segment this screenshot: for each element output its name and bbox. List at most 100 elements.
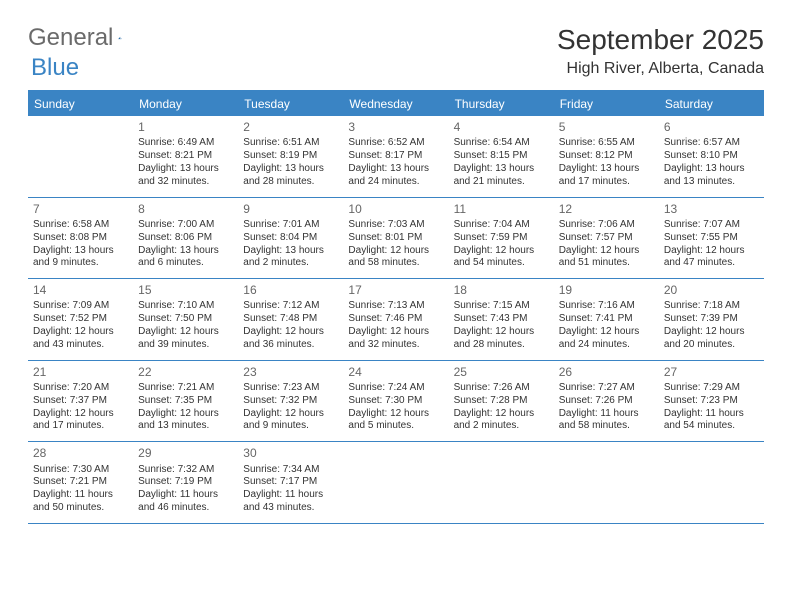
day-cell: 23Sunrise: 7:23 AMSunset: 7:32 PMDayligh… [238, 361, 343, 443]
day-number: 24 [348, 365, 443, 380]
day-number: 27 [664, 365, 759, 380]
daylight-line: Daylight: 12 hours and 9 minutes. [243, 408, 338, 434]
day-number: 12 [559, 202, 654, 217]
day-cell: 9Sunrise: 7:01 AMSunset: 8:04 PMDaylight… [238, 198, 343, 280]
sunset-line: Sunset: 8:08 PM [33, 232, 128, 245]
day-cell: 22Sunrise: 7:21 AMSunset: 7:35 PMDayligh… [133, 361, 238, 443]
sunset-line: Sunset: 7:52 PM [33, 313, 128, 326]
daylight-line: Daylight: 12 hours and 2 minutes. [454, 408, 549, 434]
daylight-line: Daylight: 13 hours and 17 minutes. [559, 163, 654, 189]
daylight-line: Daylight: 13 hours and 2 minutes. [243, 245, 338, 271]
calendar-page: General September 2025 High River, Alber… [0, 0, 792, 548]
daylight-line: Daylight: 13 hours and 9 minutes. [33, 245, 128, 271]
sunset-line: Sunset: 8:01 PM [348, 232, 443, 245]
day-cell: 11Sunrise: 7:04 AMSunset: 7:59 PMDayligh… [449, 198, 554, 280]
day-number: 28 [33, 446, 128, 461]
logo-word1: General [28, 24, 113, 52]
day-cell: 28Sunrise: 7:30 AMSunset: 7:21 PMDayligh… [28, 442, 133, 524]
day-number: 8 [138, 202, 233, 217]
sunset-line: Sunset: 8:15 PM [454, 150, 549, 163]
sunset-line: Sunset: 8:06 PM [138, 232, 233, 245]
sunset-line: Sunset: 7:19 PM [138, 476, 233, 489]
day-number: 5 [559, 120, 654, 135]
sunrise-line: Sunrise: 7:15 AM [454, 300, 549, 313]
empty-cell [554, 442, 659, 524]
day-cell: 24Sunrise: 7:24 AMSunset: 7:30 PMDayligh… [343, 361, 448, 443]
daylight-line: Daylight: 13 hours and 28 minutes. [243, 163, 338, 189]
day-cell: 5Sunrise: 6:55 AMSunset: 8:12 PMDaylight… [554, 116, 659, 198]
day-header: Saturday [659, 92, 764, 116]
day-number: 22 [138, 365, 233, 380]
day-header: Friday [554, 92, 659, 116]
day-cell: 25Sunrise: 7:26 AMSunset: 7:28 PMDayligh… [449, 361, 554, 443]
sunrise-line: Sunrise: 7:07 AM [664, 219, 759, 232]
daylight-line: Daylight: 12 hours and 39 minutes. [138, 326, 233, 352]
day-number: 3 [348, 120, 443, 135]
daylight-line: Daylight: 12 hours and 47 minutes. [664, 245, 759, 271]
day-number: 15 [138, 283, 233, 298]
daylight-line: Daylight: 12 hours and 43 minutes. [33, 326, 128, 352]
sunrise-line: Sunrise: 7:01 AM [243, 219, 338, 232]
daylight-line: Daylight: 11 hours and 50 minutes. [33, 489, 128, 515]
header: General September 2025 High River, Alber… [28, 24, 764, 78]
sunrise-line: Sunrise: 6:57 AM [664, 137, 759, 150]
sunset-line: Sunset: 7:46 PM [348, 313, 443, 326]
sunrise-line: Sunrise: 6:52 AM [348, 137, 443, 150]
daylight-line: Daylight: 12 hours and 24 minutes. [559, 326, 654, 352]
day-cell: 2Sunrise: 6:51 AMSunset: 8:19 PMDaylight… [238, 116, 343, 198]
sunset-line: Sunset: 7:50 PM [138, 313, 233, 326]
sunrise-line: Sunrise: 7:04 AM [454, 219, 549, 232]
day-number: 23 [243, 365, 338, 380]
calendar-grid: SundayMondayTuesdayWednesdayThursdayFrid… [28, 90, 764, 524]
day-header: Thursday [449, 92, 554, 116]
sunrise-line: Sunrise: 7:00 AM [138, 219, 233, 232]
day-number: 21 [33, 365, 128, 380]
sunrise-line: Sunrise: 7:34 AM [243, 464, 338, 477]
sunrise-line: Sunrise: 7:10 AM [138, 300, 233, 313]
daylight-line: Daylight: 11 hours and 46 minutes. [138, 489, 233, 515]
day-number: 2 [243, 120, 338, 135]
daylight-line: Daylight: 11 hours and 58 minutes. [559, 408, 654, 434]
day-cell: 14Sunrise: 7:09 AMSunset: 7:52 PMDayligh… [28, 279, 133, 361]
day-number: 7 [33, 202, 128, 217]
day-cell: 21Sunrise: 7:20 AMSunset: 7:37 PMDayligh… [28, 361, 133, 443]
sunset-line: Sunset: 7:43 PM [454, 313, 549, 326]
sunrise-line: Sunrise: 7:30 AM [33, 464, 128, 477]
daylight-line: Daylight: 12 hours and 13 minutes. [138, 408, 233, 434]
sunset-line: Sunset: 7:17 PM [243, 476, 338, 489]
empty-cell [343, 442, 448, 524]
day-cell: 16Sunrise: 7:12 AMSunset: 7:48 PMDayligh… [238, 279, 343, 361]
day-number: 9 [243, 202, 338, 217]
logo-word2: Blue [31, 54, 79, 82]
month-title: September 2025 [557, 24, 764, 56]
sunrise-line: Sunrise: 7:12 AM [243, 300, 338, 313]
day-cell: 10Sunrise: 7:03 AMSunset: 8:01 PMDayligh… [343, 198, 448, 280]
day-cell: 27Sunrise: 7:29 AMSunset: 7:23 PMDayligh… [659, 361, 764, 443]
day-number: 18 [454, 283, 549, 298]
day-header: Monday [133, 92, 238, 116]
day-cell: 26Sunrise: 7:27 AMSunset: 7:26 PMDayligh… [554, 361, 659, 443]
day-number: 16 [243, 283, 338, 298]
title-block: September 2025 High River, Alberta, Cana… [557, 24, 764, 78]
sunset-line: Sunset: 8:10 PM [664, 150, 759, 163]
day-cell: 3Sunrise: 6:52 AMSunset: 8:17 PMDaylight… [343, 116, 448, 198]
day-number: 11 [454, 202, 549, 217]
day-number: 20 [664, 283, 759, 298]
empty-cell [28, 116, 133, 198]
day-header: Tuesday [238, 92, 343, 116]
day-cell: 1Sunrise: 6:49 AMSunset: 8:21 PMDaylight… [133, 116, 238, 198]
sunrise-line: Sunrise: 7:16 AM [559, 300, 654, 313]
sunset-line: Sunset: 7:39 PM [664, 313, 759, 326]
day-header: Wednesday [343, 92, 448, 116]
sunrise-line: Sunrise: 6:51 AM [243, 137, 338, 150]
sunset-line: Sunset: 7:30 PM [348, 395, 443, 408]
logo: General [28, 24, 142, 52]
daylight-line: Daylight: 12 hours and 58 minutes. [348, 245, 443, 271]
sunrise-line: Sunrise: 6:55 AM [559, 137, 654, 150]
sunrise-line: Sunrise: 7:24 AM [348, 382, 443, 395]
day-cell: 13Sunrise: 7:07 AMSunset: 7:55 PMDayligh… [659, 198, 764, 280]
sunset-line: Sunset: 7:37 PM [33, 395, 128, 408]
daylight-line: Daylight: 12 hours and 28 minutes. [454, 326, 549, 352]
sunset-line: Sunset: 8:17 PM [348, 150, 443, 163]
day-header: Sunday [28, 92, 133, 116]
